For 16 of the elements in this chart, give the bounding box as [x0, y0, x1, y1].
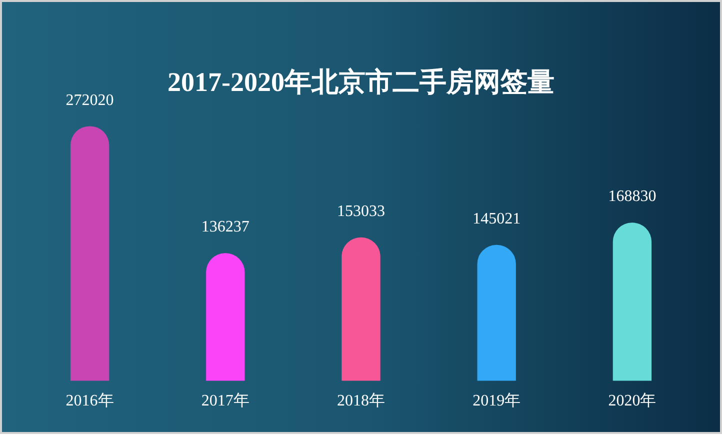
- data-label: 168830: [608, 188, 656, 206]
- bar: [612, 222, 652, 381]
- bar: [70, 126, 110, 381]
- bar: [206, 253, 245, 381]
- x-tick-label: 2017年: [201, 392, 250, 410]
- chart-title: 2017-2020年北京市二手房网签量: [168, 67, 554, 98]
- x-tick-label: 2016年: [66, 392, 114, 410]
- bar: [342, 237, 380, 381]
- data-label: 145021: [472, 210, 521, 228]
- data-label: 136237: [201, 218, 250, 236]
- data-label: 272020: [66, 92, 114, 109]
- x-tick-label: 2020年: [608, 392, 656, 410]
- x-tick-label: 2019年: [472, 392, 521, 410]
- x-tick-label: 2018年: [337, 392, 385, 410]
- data-label: 153033: [337, 202, 385, 220]
- bar: [477, 244, 516, 381]
